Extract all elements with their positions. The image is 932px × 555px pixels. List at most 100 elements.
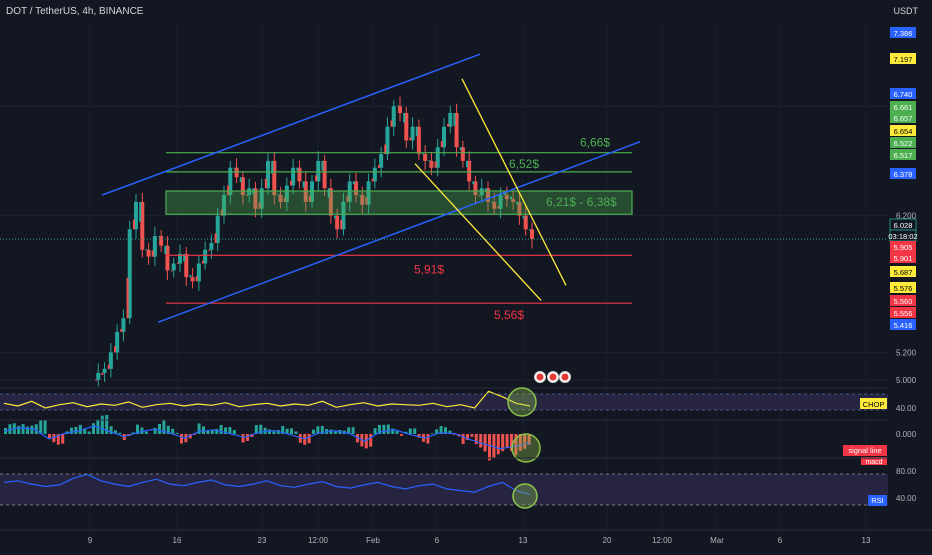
price-axis-label: 6.657 bbox=[890, 112, 916, 123]
macd-histogram-bar bbox=[242, 434, 245, 442]
price-axis-label-text: 7.197 bbox=[894, 55, 913, 64]
macd-line bbox=[4, 426, 530, 449]
candle-body bbox=[428, 160, 430, 161]
macd-histogram-bar bbox=[88, 432, 91, 434]
y-tick-label: 0.000 bbox=[896, 430, 917, 439]
macd-histogram-bar bbox=[374, 428, 377, 434]
macd-histogram-bar bbox=[484, 434, 487, 452]
y-tick-label: 5.200 bbox=[896, 348, 917, 357]
price-axis-label: 6.378 bbox=[890, 168, 916, 179]
price-axis-label: 6.661 bbox=[890, 101, 916, 112]
candle-body bbox=[191, 277, 195, 281]
price-axis-label-text: 6.517 bbox=[894, 151, 913, 160]
candle-body bbox=[403, 113, 405, 123]
macd-histogram-bar bbox=[48, 434, 51, 438]
candle-body bbox=[114, 346, 116, 352]
macd-legend: signal line bbox=[848, 446, 881, 455]
macd-histogram-bar bbox=[70, 428, 73, 434]
candle-body bbox=[422, 153, 424, 154]
candle-body bbox=[321, 161, 323, 171]
event-flag-icon bbox=[550, 374, 557, 381]
price-axis-label: 6.517 bbox=[890, 149, 916, 160]
price-annotation: 5,56$ bbox=[494, 308, 524, 322]
macd-histogram-bar bbox=[462, 434, 465, 444]
candle-body bbox=[429, 161, 433, 168]
candle-body bbox=[209, 243, 213, 250]
candle-body bbox=[303, 181, 305, 187]
price-annotation: 6,66$ bbox=[580, 136, 610, 150]
panel-band bbox=[0, 394, 888, 410]
price-axis-label: 5.416 bbox=[890, 319, 916, 330]
y-tick-label: 80.00 bbox=[896, 467, 917, 476]
price-axis-label: 6.654 bbox=[890, 125, 916, 136]
candle-body bbox=[372, 179, 374, 182]
candle-body bbox=[172, 264, 176, 271]
panel-band bbox=[0, 474, 888, 505]
x-tick-label: 12:00 bbox=[652, 536, 673, 545]
price-axis-label-text: 5.416 bbox=[894, 321, 913, 330]
candle-body bbox=[265, 179, 267, 189]
macd-histogram-bar bbox=[92, 423, 95, 434]
candle-body bbox=[208, 250, 210, 251]
macd-histogram-bar bbox=[369, 434, 372, 447]
macd-histogram-bar bbox=[30, 426, 33, 434]
price-axis-label-text: 5.556 bbox=[894, 309, 913, 318]
price-axis-label-text: 6.028 bbox=[894, 221, 913, 230]
price-axis-label: 03:18:02 bbox=[888, 230, 917, 241]
macd-histogram-bar bbox=[413, 428, 416, 434]
candle-body bbox=[315, 175, 317, 181]
macd-histogram-bar bbox=[220, 425, 223, 434]
macd-histogram-bar bbox=[488, 434, 491, 460]
candle-body bbox=[409, 138, 411, 141]
y-tick-label: 5.000 bbox=[896, 376, 917, 385]
price-axis-label-text: 6.661 bbox=[894, 103, 913, 112]
wedge-lower bbox=[415, 164, 541, 301]
candle-body bbox=[472, 181, 474, 184]
x-tick-label: 12:00 bbox=[308, 536, 329, 545]
candle-body bbox=[177, 263, 179, 264]
price-axis-label: 6.028 bbox=[890, 219, 916, 230]
macd-histogram-bar bbox=[22, 424, 25, 434]
candle-body bbox=[202, 261, 204, 264]
price-annotation: 5,91$ bbox=[414, 262, 444, 276]
candle-body bbox=[147, 250, 151, 257]
candle-body bbox=[435, 162, 437, 168]
x-tick-label: 13 bbox=[519, 536, 528, 545]
channel-upper bbox=[102, 54, 480, 195]
macd-histogram-bar bbox=[382, 425, 385, 434]
candle-body bbox=[353, 181, 355, 184]
price-axis-label: 5.576 bbox=[890, 282, 916, 293]
chop-legend: CHOP bbox=[863, 400, 885, 409]
price-axis-label: 5.901 bbox=[890, 252, 916, 263]
price-axis-label-text: 03:18:02 bbox=[888, 232, 917, 241]
candle-body bbox=[466, 161, 468, 167]
candle-body bbox=[391, 121, 393, 127]
x-tick-label: 9 bbox=[88, 536, 93, 545]
candles bbox=[95, 97, 534, 387]
candle-body bbox=[398, 106, 402, 113]
macd-histogram-bar bbox=[61, 434, 64, 444]
macd-histogram-bar bbox=[233, 430, 236, 434]
macd-histogram-bar bbox=[352, 427, 355, 434]
x-tick-label: Feb bbox=[366, 536, 380, 545]
x-tick-label: 23 bbox=[258, 536, 267, 545]
macd-histogram-bar bbox=[497, 434, 500, 454]
candle-body bbox=[529, 229, 531, 230]
candle-body bbox=[159, 236, 163, 246]
candle-body bbox=[171, 270, 173, 271]
y-tick-label: 40.00 bbox=[896, 494, 917, 503]
candle-body bbox=[108, 365, 110, 369]
candle-body bbox=[96, 373, 100, 380]
price-axis-label-text: 6.740 bbox=[894, 90, 913, 99]
candle-body bbox=[95, 380, 97, 381]
candle-body bbox=[290, 181, 292, 186]
candle-body bbox=[334, 216, 336, 219]
highlight-circle bbox=[513, 484, 537, 508]
candle-body bbox=[215, 233, 217, 243]
macd-histogram-bar bbox=[246, 434, 249, 441]
candle-body bbox=[416, 127, 418, 137]
candle-body bbox=[158, 236, 160, 237]
macd-histogram-bar bbox=[308, 434, 311, 443]
